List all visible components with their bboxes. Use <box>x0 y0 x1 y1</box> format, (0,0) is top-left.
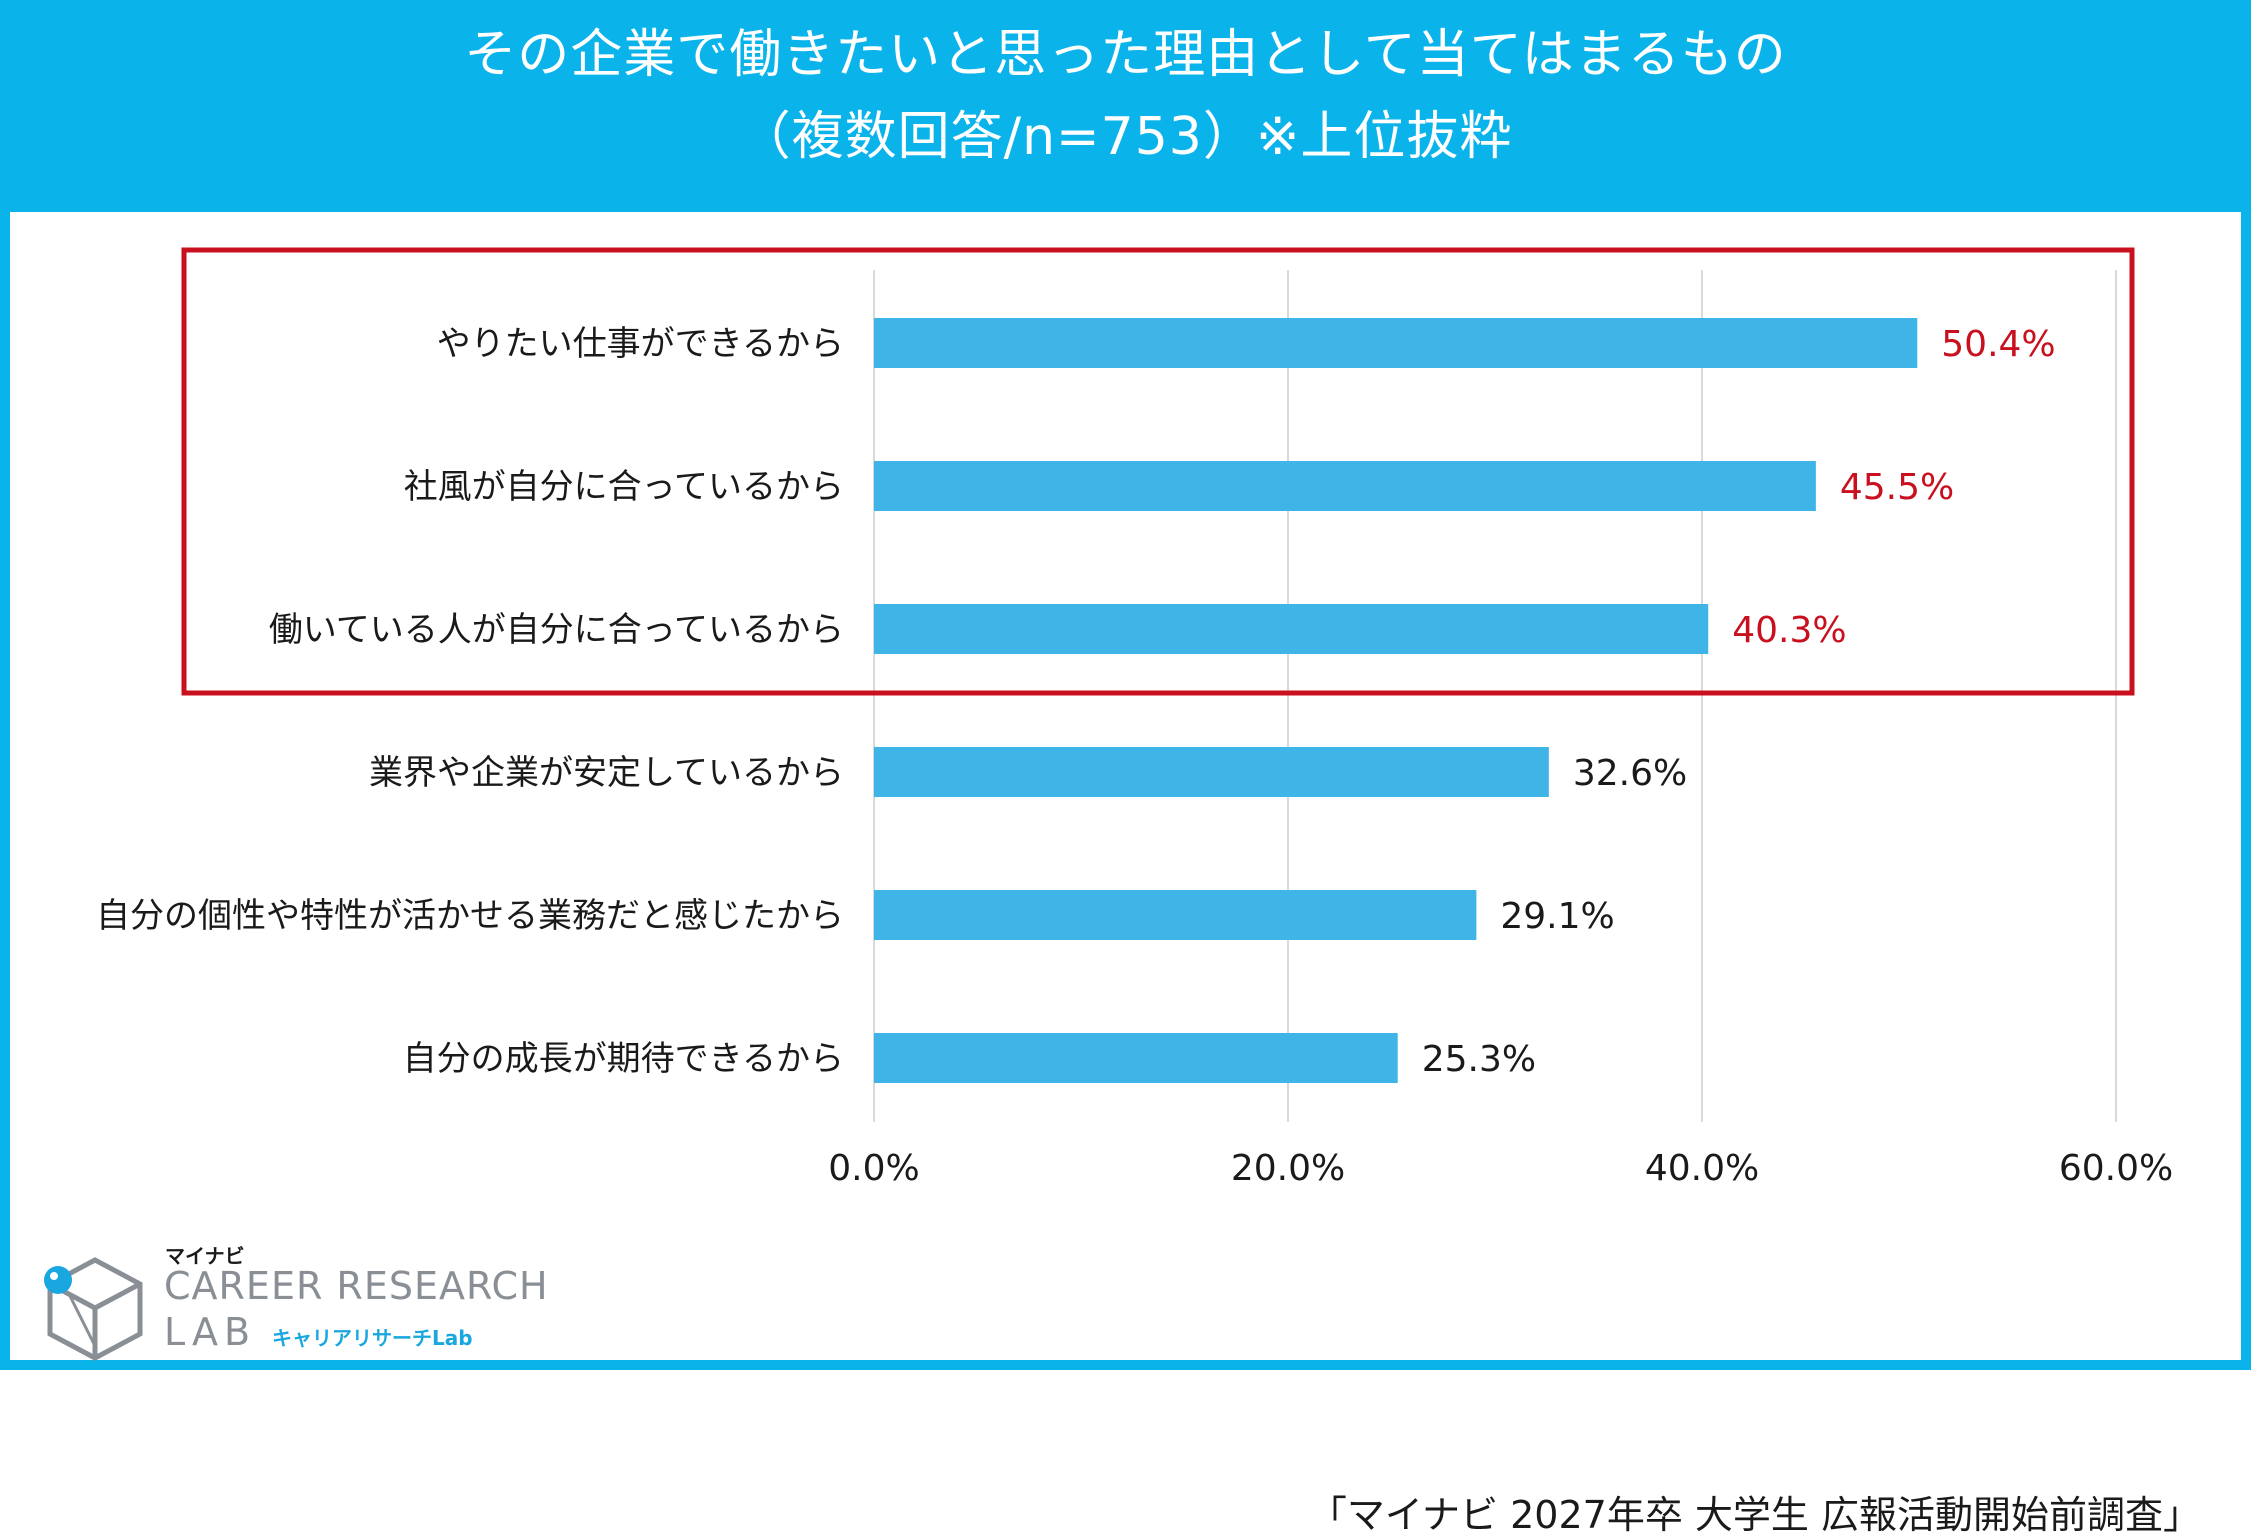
bar <box>874 461 1816 511</box>
logo-cube-icon <box>44 1257 143 1361</box>
bar <box>874 318 1918 368</box>
category-label: 自分の個性や特性が活かせる業務だと感じたから <box>96 896 844 936</box>
bar <box>874 1033 1398 1083</box>
data-label: 32.6% <box>1573 753 1687 794</box>
logo-brand-small: マイナビ <box>165 1244 245 1268</box>
data-label: 25.3% <box>1422 1039 1536 1080</box>
category-label: 社風が自分に合っているから <box>404 467 844 507</box>
highlight-box <box>181 247 2135 696</box>
x-tick-label: 20.0% <box>1231 1148 1345 1189</box>
logo-brand-sub: キャリアリサーチLab <box>272 1326 473 1350</box>
logo-brand-main: CAREER RESEARCH <box>164 1264 549 1308</box>
chart-title-line1: その企業で働きたいと思った理由として当てはまるもの <box>464 25 1787 85</box>
category-label: 働いている人が自分に合っているから <box>269 610 844 650</box>
data-label: 40.3% <box>1732 610 1846 651</box>
source-note: 「マイナビ 2027年卒 大学生 広報活動開始前調査」 <box>1308 1493 2201 1537</box>
data-label: 45.5% <box>1840 467 1954 508</box>
x-tick-label: 0.0% <box>828 1148 919 1189</box>
bar <box>874 604 1709 654</box>
bar-chart: 0.0% 20.0% 40.0% 60.0% やりたい仕事ができるから 50.4% 社風が自… <box>96 247 2173 1189</box>
chart-header: その企業で働きたいと思った理由として当てはまるもの （複数回答/n=753）※上… <box>0 0 2251 210</box>
logo-brand-lab: LAB <box>164 1310 257 1354</box>
data-label: 50.4% <box>1941 324 2055 365</box>
bar <box>874 890 1477 940</box>
chart-title-line2: （複数回答/n=753）※上位抜粋 <box>738 107 1513 167</box>
bar <box>874 747 1549 797</box>
chart-panel: 0.0% 20.0% 40.0% 60.0% やりたい仕事ができるから 50.4% 社風が自… <box>10 212 2241 1537</box>
x-tick-label: 60.0% <box>2059 1148 2173 1189</box>
category-label: 業界や企業が安定しているから <box>369 753 844 793</box>
career-research-lab-logo: マイナビ CAREER RESEARCH LAB キャリアリサーチLab <box>40 1240 560 1361</box>
x-tick-label: 40.0% <box>1645 1148 1759 1189</box>
data-label: 29.1% <box>1500 896 1614 937</box>
category-label: やりたい仕事ができるから <box>437 324 844 364</box>
category-label: 自分の成長が期待できるから <box>403 1039 844 1079</box>
